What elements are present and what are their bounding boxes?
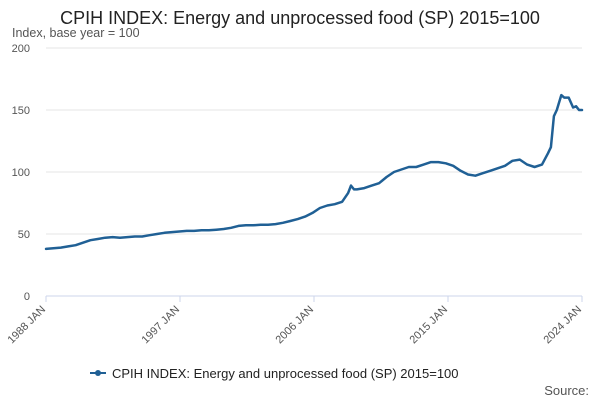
x-axis-ticks: 1988 JAN 1997 JAN 2006 JAN 2015 JAN 2024 JAN — [5, 296, 584, 346]
legend[interactable]: CPIH INDEX: Energy and unprocessed food … — [90, 366, 459, 381]
y-tick-label: 50 — [18, 229, 30, 241]
series-layer — [44, 93, 584, 251]
gridlines — [46, 47, 582, 235]
chart-title: CPIH INDEX: Energy and unprocessed food … — [60, 8, 540, 28]
y-axis-labels: 0 50 100 150 200 — [12, 43, 30, 303]
y-tick-label: 200 — [12, 43, 30, 55]
legend-marker — [95, 370, 101, 376]
legend-label: CPIH INDEX: Energy and unprocessed food … — [112, 366, 459, 381]
y-tick-label: 100 — [12, 167, 30, 179]
x-tick-label: 2015 JAN — [407, 304, 450, 347]
x-tick-label: 1988 JAN — [5, 304, 48, 347]
x-tick-label: 1997 JAN — [139, 304, 182, 347]
y-tick-label: 150 — [12, 105, 30, 117]
y-tick-label: 0 — [24, 291, 30, 303]
source-label: Source: — [544, 383, 589, 398]
x-tick-label: 2024 JAN — [541, 304, 584, 347]
chart-subtitle: Index, base year = 100 — [12, 26, 140, 40]
series-line[interactable] — [44, 93, 584, 251]
x-tick-label: 2006 JAN — [273, 304, 316, 347]
